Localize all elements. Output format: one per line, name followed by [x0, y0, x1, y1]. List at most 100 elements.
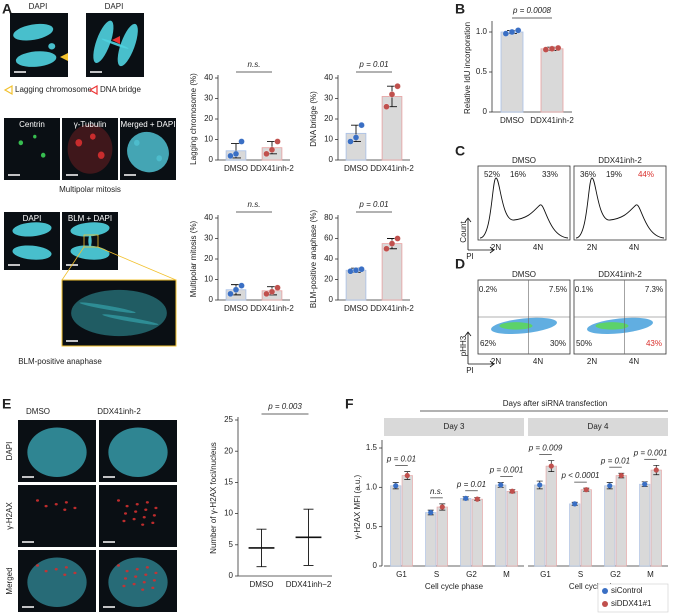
cell-signal — [144, 508, 148, 512]
row-label: Merged — [5, 567, 14, 594]
cell-signal — [108, 427, 168, 478]
y-tick-label: 40 — [324, 254, 333, 263]
y-tick-label: 10 — [204, 135, 213, 144]
cell-signal — [93, 20, 114, 63]
facet-title: Day 4 — [588, 422, 609, 431]
cell-signal — [64, 501, 68, 504]
replicate-point — [232, 286, 240, 293]
x-tick-label: DDX41inh-2 — [370, 304, 414, 313]
mean-point — [509, 488, 515, 494]
replicate-point — [502, 30, 509, 37]
cell-signal — [70, 245, 110, 260]
significance-label: p = 0.003 — [267, 402, 302, 411]
y-tick-label: 0 — [329, 295, 334, 304]
cell-signal — [15, 51, 57, 67]
bar — [460, 498, 472, 567]
gate-percent: 44% — [638, 170, 654, 179]
image-label: BLM + DAPI — [68, 214, 112, 223]
y-axis-label: γ-H2AX MFI (a.u.) — [353, 474, 362, 539]
cell-signal — [141, 588, 145, 591]
replicate-point — [263, 290, 270, 298]
x-tick-label: G2 — [466, 570, 477, 579]
y-tick-label: 20 — [204, 114, 213, 123]
cell-signal — [144, 573, 148, 577]
legend-swatch — [602, 588, 608, 594]
cell-signal — [73, 571, 77, 575]
cell-signal — [101, 38, 129, 49]
image-label: γ-Tubulin — [74, 120, 107, 129]
x-tick-label: G1 — [540, 570, 551, 579]
y-tick-label: 5 — [229, 540, 234, 549]
x-axis-label: PI — [466, 252, 474, 261]
legend-label: DNA bridge — [100, 85, 141, 94]
cell-signal — [142, 516, 146, 519]
row-label: γ-H2AX — [5, 502, 14, 530]
x-tick-label: DDX41inh-2 — [250, 304, 294, 313]
plot-frame — [477, 165, 571, 241]
micrograph — [4, 118, 60, 180]
y-tick-label: 25 — [224, 415, 233, 424]
replicate-point — [263, 150, 270, 158]
arrow-red — [112, 36, 120, 44]
significance-label: p = 0.001 — [489, 466, 524, 475]
quadrant-percent: 7.3% — [645, 285, 663, 294]
bar — [345, 269, 367, 301]
y-tick-label: 15 — [224, 478, 233, 487]
y-tick-label: 1.5 — [366, 443, 378, 452]
y-tick-label: 30 — [204, 94, 213, 103]
replicate-point — [388, 240, 396, 247]
y-axis-label: Lagging chromosome (%) — [189, 73, 198, 165]
quadrant-percent: 43% — [646, 339, 662, 348]
error-bar — [303, 508, 314, 566]
replicate-point — [358, 266, 365, 273]
replicate-point — [388, 91, 396, 98]
cell-signal — [54, 567, 58, 571]
bar — [500, 31, 524, 113]
cell-signal — [48, 43, 56, 50]
x-tick-label: 4N — [533, 357, 543, 366]
bar — [604, 485, 616, 567]
y-axis-label: Relative IdU incorporation — [463, 22, 472, 114]
x-tick-label: DMSO — [344, 164, 368, 173]
y-tick-label: 0 — [329, 155, 334, 164]
bar — [425, 512, 437, 567]
replicate-point — [347, 138, 354, 145]
replicate-point — [383, 245, 390, 252]
panel-letter: E — [2, 396, 11, 412]
cell-signal — [71, 289, 167, 337]
replicate-point — [227, 290, 234, 298]
x-tick-label: 2N — [587, 243, 597, 252]
cell-signal — [73, 506, 77, 510]
zoom-box — [83, 234, 99, 248]
image-label: Centrin — [19, 120, 45, 129]
y-tick-label: 0 — [209, 295, 214, 304]
x-tick-label: S — [434, 570, 439, 579]
cell-signal — [102, 314, 159, 325]
replicate-point — [238, 282, 245, 289]
micrograph — [99, 485, 177, 547]
x-tick-label: 4N — [629, 357, 639, 366]
y-tick-label: 80 — [324, 213, 333, 222]
cell-signal — [63, 573, 67, 577]
x-tick-label: DDX41inh−2 — [286, 580, 332, 589]
quadrant-percent: 7.5% — [549, 285, 567, 294]
cell-signal — [142, 581, 146, 584]
cell-signal — [122, 519, 126, 523]
y-tick-label: 0 — [483, 107, 488, 116]
mean-point — [572, 501, 578, 507]
y-tick-label: 0 — [209, 155, 214, 164]
cell-signal — [154, 506, 158, 510]
mean-point — [548, 463, 554, 469]
x-tick-label: S — [578, 570, 583, 579]
x-tick-label: DDX41inh-2 — [250, 164, 294, 173]
significance-label: p = 0.01 — [600, 456, 630, 465]
image-title: DAPI — [29, 2, 48, 11]
panel-letter: A — [2, 1, 12, 17]
y-tick-label: 10 — [224, 509, 233, 518]
replicate-point — [232, 150, 240, 158]
x-tick-label: 2N — [491, 243, 501, 252]
y-tick-label: 0 — [373, 561, 378, 570]
facet-strip — [528, 418, 668, 436]
cell-signal — [151, 586, 155, 590]
